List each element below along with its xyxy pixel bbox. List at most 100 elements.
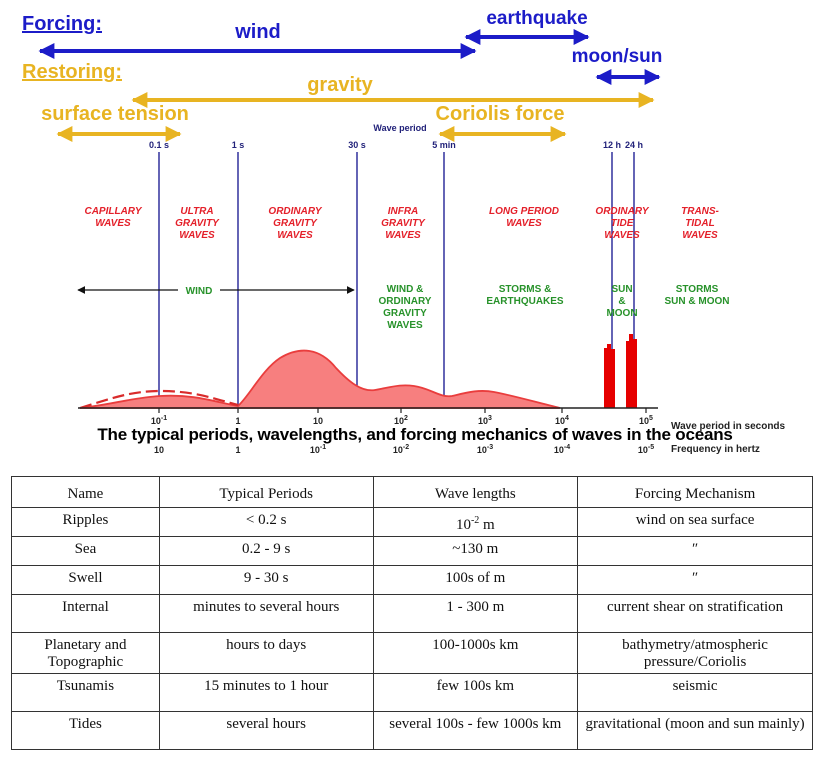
period-tick-label: 1 xyxy=(235,416,240,426)
wind-label-backdrop xyxy=(178,283,220,297)
table-row: Planetary and Topographic hours to days 10… xyxy=(11,632,813,674)
header-name: Name xyxy=(11,476,160,508)
wave-type-label: LONG PERIOD WAVES xyxy=(489,206,559,229)
row-forcing-mechanism: ″ xyxy=(577,536,813,566)
earthquake-label: earthquake xyxy=(486,8,587,29)
wave-types-table: Name Typical Periods Wave lengths Forcin… xyxy=(11,476,813,750)
ocean-wave-spectrum-diagram: Forcing: wind earthquake moon/sun Restor… xyxy=(22,8,786,455)
header-typical-periods: Typical Periods xyxy=(158,476,374,508)
table-header-row: Name Typical Periods Wave lengths Forcin… xyxy=(11,476,813,508)
table-row: Ripples < 0.2 s 10-2 m wind on sea surface xyxy=(11,507,813,537)
header-wave-lengths: Wave lengths xyxy=(372,476,579,508)
forcing-label: WIND xyxy=(186,286,213,297)
wind-label: wind xyxy=(234,21,281,43)
period-tick-label: 105 xyxy=(639,415,653,426)
energy-spectrum-curve xyxy=(79,349,561,409)
wave-type-label: ORDINARY GRAVITY WAVES xyxy=(268,206,322,241)
row-typical-period: several hours xyxy=(158,711,374,750)
restoring-label: Restoring: xyxy=(22,61,122,83)
row-forcing-mechanism: wind on sea surface xyxy=(577,507,813,537)
row-name: Sea xyxy=(11,536,160,566)
period-mark-label: 12 h xyxy=(603,140,621,150)
row-typical-period: 9 - 30 s xyxy=(158,565,374,595)
frequency-tick-label: 10-5 xyxy=(638,444,654,455)
frequency-tick-label: 1 xyxy=(235,445,240,455)
wave-type-label: CAPILLARY WAVES xyxy=(84,206,142,229)
row-typical-period: 0.2 - 9 s xyxy=(158,536,374,566)
wave-type-label: ORDINARY TIDE WAVES xyxy=(595,206,649,241)
row-typical-period: < 0.2 s xyxy=(158,507,374,537)
wave-type-label: INFRA GRAVITY WAVES xyxy=(381,206,426,241)
frequency-tick-label: 10-3 xyxy=(477,444,493,455)
row-forcing-mechanism: current shear on stratification xyxy=(577,594,813,633)
tide-spike xyxy=(629,334,633,408)
period-mark-label: 0.1 s xyxy=(149,140,169,150)
period-tick-label: 102 xyxy=(394,415,408,426)
forcing-label: STORMS & EARTHQUAKES xyxy=(486,284,564,307)
table-row: Sea 0.2 - 9 s ~130 m ″ xyxy=(11,536,813,566)
row-name: Ripples xyxy=(11,507,160,537)
wave-type-label: ULTRA GRAVITY WAVES xyxy=(175,206,220,241)
row-wave-length: ~130 m xyxy=(372,536,579,566)
row-forcing-mechanism: bathymetry/atmospheric pressure/Coriolis xyxy=(577,632,813,674)
row-name: Swell xyxy=(11,565,160,595)
forcing-label: SUN & MOON xyxy=(606,284,637,319)
header-forcing-mechanism: Forcing Mechanism xyxy=(577,476,813,508)
surface-tension-label: surface tension xyxy=(41,103,189,125)
forcing-label: STORMS SUN & MOON xyxy=(665,284,730,307)
period-tick-label: 103 xyxy=(478,415,492,426)
row-wave-length: several 100s - few 1000s km xyxy=(372,711,579,750)
tide-spike xyxy=(611,349,615,408)
row-wave-length: 100-1000s km xyxy=(372,632,579,674)
row-wave-length: 100s of m xyxy=(372,565,579,595)
forcing-label: WIND & ORDINARY GRAVITY WAVES xyxy=(379,284,432,331)
tide-spike xyxy=(633,339,637,408)
tide-peaks xyxy=(604,334,637,408)
period-mark-label: 5 min xyxy=(432,140,456,150)
wave-period-title: Wave period xyxy=(373,123,426,133)
wave-type-label: TRANS-TIDAL WAVES xyxy=(681,206,719,241)
frequency-tick-label: 10-1 xyxy=(310,444,326,455)
capillary-dashed-curve xyxy=(79,389,239,410)
forcing-label: Forcing: xyxy=(22,13,102,35)
row-name: Planetary and Topographic xyxy=(11,632,160,674)
gravity-label: gravity xyxy=(307,74,373,96)
row-wave-length: few 100s km xyxy=(372,673,579,712)
tide-spike xyxy=(626,341,629,408)
period-tick-label: 104 xyxy=(555,415,569,426)
row-typical-period: 15 minutes to 1 hour xyxy=(158,673,374,712)
period-mark-label: 24 h xyxy=(625,140,643,150)
table-row: Swell 9 - 30 s 100s of m ″ xyxy=(11,565,813,595)
frequency-tick-label: 10-2 xyxy=(393,444,409,455)
period-mark-label: 30 s xyxy=(348,140,366,150)
table-row: Tides several hours several 100s - few 100… xyxy=(11,711,813,750)
row-forcing-mechanism: gravitational (moon and sun mainly) xyxy=(577,711,813,750)
row-wave-length: 1 - 300 m xyxy=(372,594,579,633)
wave-type-labels: CAPILLARY WAVES ULTRA GRAVITY WAVES ORDINARY G… xyxy=(84,206,719,241)
row-forcing-mechanism: ″ xyxy=(577,565,813,595)
row-name: Tides xyxy=(11,711,160,750)
moon-sun-label: moon/sun xyxy=(572,46,663,67)
frequency-tick-label: 10 xyxy=(154,445,164,455)
row-wave-length: 10-2 m xyxy=(372,507,579,537)
table-row: Tsunamis 15 minutes to 1 hour few 100s km s… xyxy=(11,673,813,712)
row-name: Internal xyxy=(11,594,160,633)
period-tick-label: 10 xyxy=(313,416,323,426)
axis-ticks: 10-1 10 1 1 10 10-1 102 10-2 103 10-3 104 10-4 105 10… xyxy=(151,408,654,455)
row-typical-period: hours to days xyxy=(158,632,374,674)
tide-spike xyxy=(607,344,611,408)
period-mark-label: 1 s xyxy=(232,140,245,150)
period-marks: 0.1 s 1 s 30 s 5 min 12 h 24 h xyxy=(149,140,643,408)
coriolis-force-label: Coriolis force xyxy=(436,103,565,125)
row-typical-period: minutes to several hours xyxy=(158,594,374,633)
row-forcing-mechanism: seismic xyxy=(577,673,813,712)
period-tick-label: 10-1 xyxy=(151,415,167,426)
tide-spike xyxy=(604,348,607,408)
table-row: Internal minutes to several hours 1 - 300 … xyxy=(11,594,813,633)
row-name: Tsunamis xyxy=(11,673,160,712)
x-label-frequency: Frequency in hertz xyxy=(671,444,760,455)
figure-caption: The typical periods, wavelengths, and fo… xyxy=(97,425,733,444)
frequency-tick-label: 10-4 xyxy=(554,444,570,455)
forcing-labels: WIND WIND & ORDINARY GRAVITY WAVES STORMS & EA… xyxy=(186,284,730,331)
x-label-period: Wave period in seconds xyxy=(671,421,786,432)
